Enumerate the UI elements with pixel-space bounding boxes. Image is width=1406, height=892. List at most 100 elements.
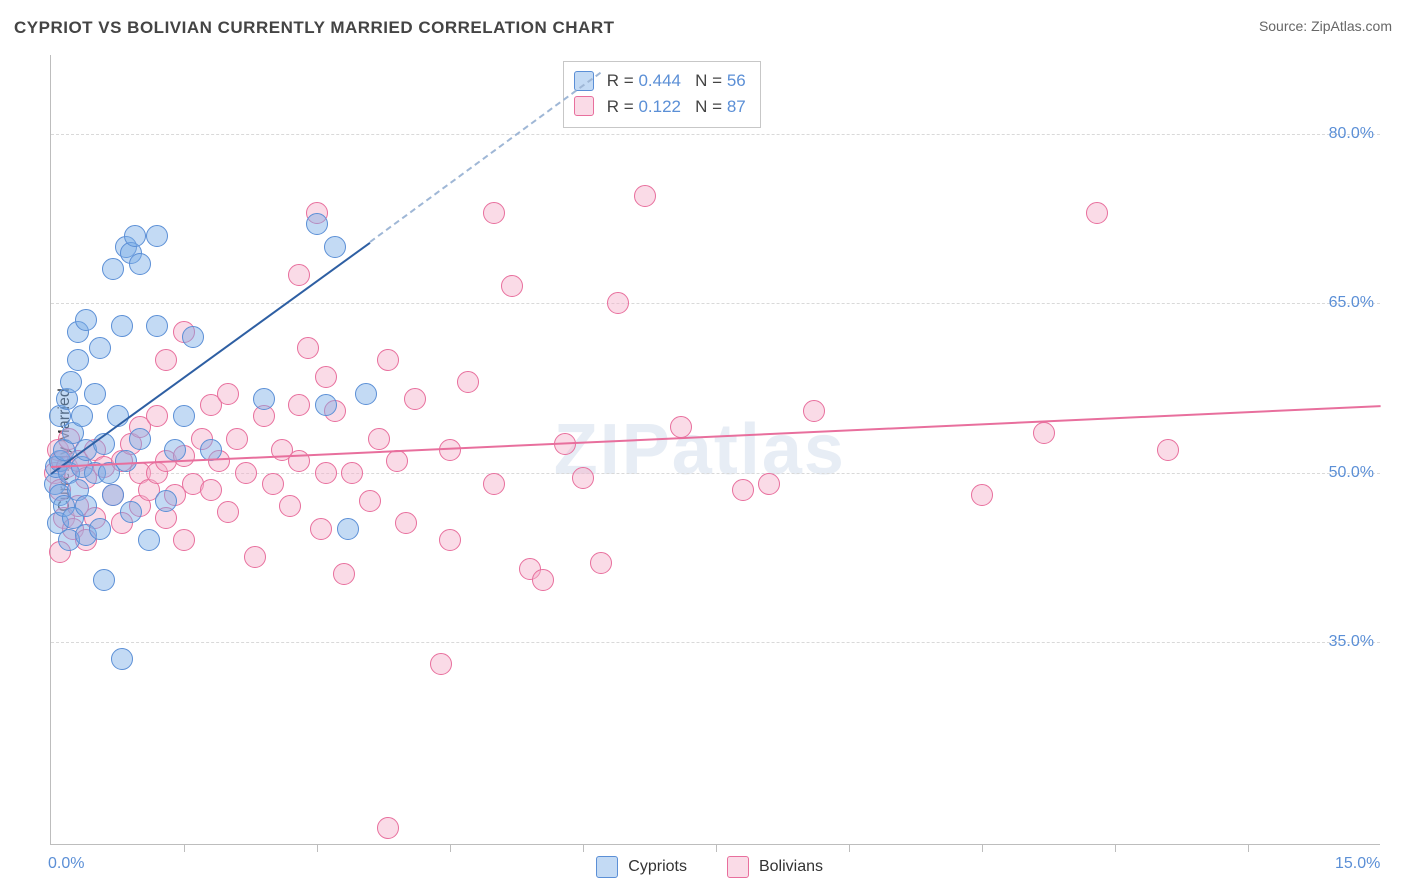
point-cypriot (253, 388, 275, 410)
point-cypriot (146, 225, 168, 247)
point-cypriot (89, 337, 111, 359)
point-bolivian (226, 428, 248, 450)
point-bolivian (315, 366, 337, 388)
point-bolivian (377, 817, 399, 839)
point-bolivian (607, 292, 629, 314)
point-cypriot (155, 490, 177, 512)
trend-line-pink (51, 405, 1381, 468)
source-name: ZipAtlas.com (1311, 18, 1392, 34)
point-cypriot (71, 405, 93, 427)
point-bolivian (173, 529, 195, 551)
x-tick (184, 844, 185, 852)
point-bolivian (732, 479, 754, 501)
y-tick-label: 35.0% (1329, 633, 1374, 651)
x-tick (583, 844, 584, 852)
point-bolivian (430, 653, 452, 675)
point-cypriot (89, 518, 111, 540)
y-tick-label: 50.0% (1329, 464, 1374, 482)
point-cypriot (355, 383, 377, 405)
x-tick (450, 844, 451, 852)
stats-row-pink: R = 0.122 N = 87 (574, 94, 746, 120)
point-bolivian (262, 473, 284, 495)
point-bolivian (217, 383, 239, 405)
point-cypriot (146, 315, 168, 337)
point-bolivian (386, 450, 408, 472)
header: CYPRIOT VS BOLIVIAN CURRENTLY MARRIED CO… (14, 18, 1392, 48)
legend-item-pink: Bolivians (727, 856, 823, 878)
point-bolivian (404, 388, 426, 410)
stats-legend: R = 0.444 N = 56 R = 0.122 N = 87 (563, 61, 761, 128)
point-bolivian (288, 394, 310, 416)
gridline (51, 303, 1380, 304)
legend-label: Bolivians (759, 858, 823, 876)
chart-title: CYPRIOT VS BOLIVIAN CURRENTLY MARRIED CO… (14, 18, 615, 37)
scatter-plot: ZIPatlas Currently Married R = 0.444 N =… (50, 55, 1380, 845)
x-axis-max-label: 15.0% (1335, 855, 1380, 873)
point-bolivian (235, 462, 257, 484)
swatch-pink (727, 856, 749, 878)
point-cypriot (84, 383, 106, 405)
point-bolivian (155, 349, 177, 371)
point-cypriot (75, 309, 97, 331)
series-legend: Cypriots Bolivians (596, 856, 823, 878)
point-bolivian (572, 467, 594, 489)
point-bolivian (634, 185, 656, 207)
point-cypriot (111, 315, 133, 337)
point-bolivian (297, 337, 319, 359)
point-bolivian (1086, 202, 1108, 224)
legend-label: Cypriots (628, 858, 687, 876)
x-tick (982, 844, 983, 852)
point-bolivian (200, 479, 222, 501)
point-bolivian (590, 552, 612, 574)
point-cypriot (93, 569, 115, 591)
point-bolivian (457, 371, 479, 393)
point-cypriot (306, 213, 328, 235)
point-bolivian (310, 518, 332, 540)
point-bolivian (395, 512, 417, 534)
legend-item-blue: Cypriots (596, 856, 687, 878)
point-cypriot (102, 258, 124, 280)
source-prefix: Source: (1259, 18, 1311, 34)
point-cypriot (337, 518, 359, 540)
point-bolivian (377, 349, 399, 371)
point-bolivian (333, 563, 355, 585)
point-cypriot (138, 529, 160, 551)
point-cypriot (111, 648, 133, 670)
point-bolivian (803, 400, 825, 422)
x-tick (1248, 844, 1249, 852)
point-cypriot (129, 428, 151, 450)
x-tick (317, 844, 318, 852)
x-tick (716, 844, 717, 852)
x-tick (1115, 844, 1116, 852)
point-cypriot (182, 326, 204, 348)
watermark: ZIPatlas (554, 409, 846, 491)
gridline (51, 642, 1380, 643)
point-cypriot (67, 349, 89, 371)
gridline (51, 134, 1380, 135)
point-bolivian (483, 202, 505, 224)
point-bolivian (315, 462, 337, 484)
point-bolivian (758, 473, 780, 495)
point-cypriot (102, 484, 124, 506)
source-label: Source: ZipAtlas.com (1259, 18, 1392, 34)
point-bolivian (670, 416, 692, 438)
point-bolivian (359, 490, 381, 512)
point-cypriot (75, 495, 97, 517)
y-tick-label: 80.0% (1329, 125, 1374, 143)
point-cypriot (164, 439, 186, 461)
point-cypriot (120, 501, 142, 523)
x-axis-min-label: 0.0% (48, 855, 84, 873)
point-bolivian (483, 473, 505, 495)
point-cypriot (315, 394, 337, 416)
point-bolivian (1157, 439, 1179, 461)
point-bolivian (501, 275, 523, 297)
point-bolivian (146, 405, 168, 427)
point-cypriot (60, 371, 82, 393)
point-bolivian (288, 264, 310, 286)
point-bolivian (279, 495, 301, 517)
y-tick-label: 65.0% (1329, 294, 1374, 312)
point-bolivian (244, 546, 266, 568)
point-bolivian (1033, 422, 1055, 444)
point-cypriot (129, 253, 151, 275)
swatch-pink (574, 96, 594, 116)
